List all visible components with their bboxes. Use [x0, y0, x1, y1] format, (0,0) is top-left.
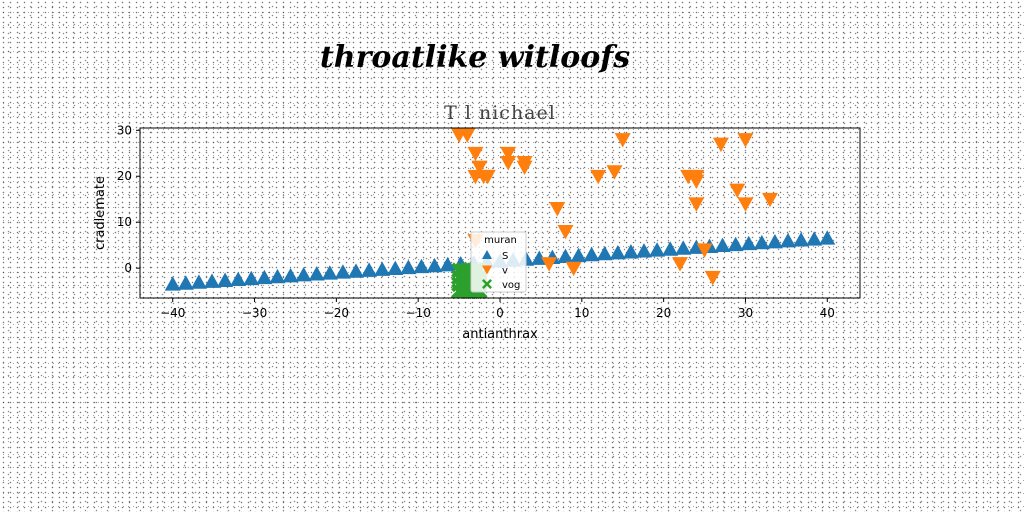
series-v-point-11: [541, 257, 558, 272]
x-axis-label: antianthrax: [462, 327, 538, 342]
series-S-point-50: [819, 230, 836, 245]
series-S-point-38: [662, 241, 679, 256]
series-v-point-16: [606, 165, 623, 180]
legend-marker-v: [482, 265, 492, 275]
y-tick-label-0: 0: [124, 261, 132, 275]
series-S-point-16: [374, 261, 391, 276]
series-v-point-26: [729, 183, 746, 199]
y-axis-label: cradlemate: [93, 176, 108, 250]
series-v-point-29: [762, 192, 778, 208]
series-S-point-4: [217, 272, 234, 287]
x-tick-label-5: 10: [574, 306, 589, 320]
series-S-point-15: [361, 262, 378, 277]
series-S-point-19: [413, 258, 430, 274]
legend-label-v: v: [502, 266, 508, 277]
series-v-point-5: [467, 169, 484, 185]
series-S-point-43: [727, 236, 744, 252]
legend-marker-S: [482, 250, 492, 259]
series-S-point-42: [714, 237, 731, 253]
series-v-point-21: [688, 174, 705, 189]
x-tick-label-7: 30: [738, 306, 753, 320]
series-v-point-6: [479, 169, 496, 185]
series-S-point-14: [348, 263, 364, 278]
series-S-point-33: [596, 245, 613, 261]
series-S-point-35: [622, 244, 639, 259]
series-S-point-20: [426, 257, 443, 273]
series-S-point-1: [177, 275, 194, 290]
x-tick-label-4: 0: [496, 306, 504, 320]
series-S-point-9: [282, 267, 299, 283]
series-v-point-2: [467, 146, 484, 162]
series-v-point-15: [590, 169, 607, 185]
x-tick-label-1: −30: [242, 306, 267, 320]
series-S-point-10: [295, 267, 312, 282]
series-S-point-34: [609, 244, 626, 260]
series-S-point-11: [308, 266, 325, 281]
series-S-point-37: [649, 242, 666, 257]
series-S-point-13: [334, 264, 351, 279]
series-v-point-1: [459, 128, 476, 143]
series-S-point-28: [531, 250, 548, 265]
series-S-point-36: [636, 243, 652, 258]
series-S-point-0: [164, 276, 181, 291]
series-S-point-32: [583, 246, 600, 262]
series-v-point-17: [614, 133, 631, 148]
legend-title: muran: [484, 235, 517, 246]
series-S-point-44: [740, 235, 757, 251]
legend: muran Sv vog: [470, 231, 527, 293]
series-S-point-5: [230, 271, 247, 287]
series-S-point-8: [269, 268, 286, 284]
legend-marker-vog: [482, 279, 492, 289]
series-S-point-7: [256, 269, 273, 285]
series-S-point-18: [400, 259, 417, 275]
series-v-point-8: [500, 156, 517, 171]
series-v-point-14: [565, 261, 582, 277]
x-tick-label-8: 40: [820, 306, 835, 320]
series-v-point-3: [471, 160, 488, 176]
series-S-point-17: [387, 260, 404, 275]
x-tick-label-0: −40: [160, 306, 185, 320]
figure-suptitle: throatlike witloofs: [319, 40, 631, 75]
legend-label-vog: vog: [502, 280, 520, 291]
series-v-point-12: [549, 202, 566, 217]
series-S-point-46: [766, 233, 783, 249]
series-S-point-49: [806, 231, 823, 246]
series-S-point-39: [675, 240, 692, 255]
x-tick-label-2: −20: [324, 306, 349, 320]
series-v-point-24: [704, 270, 721, 286]
series-S-point-47: [780, 233, 796, 248]
series-S-point-45: [753, 234, 770, 250]
series-v-point-23: [696, 243, 713, 258]
y-tick-label-3: 30: [117, 123, 132, 137]
chart-title: T l nichael: [444, 102, 556, 124]
series-v-point-25: [712, 137, 729, 153]
series-v-point-28: [737, 133, 754, 148]
series-v-point-27: [737, 197, 754, 212]
series-v-point-22: [688, 197, 705, 212]
series-S-point-30: [557, 248, 574, 264]
axis-ticks: −40 −30 −20 −10 0 10 20 30 40 0 10 20 30: [117, 123, 835, 320]
legend-label-S: S: [502, 251, 508, 262]
series-S-point-2: [190, 274, 207, 289]
series-v-point-7: [500, 146, 517, 162]
series-v-point-10: [516, 160, 533, 176]
series-S-point-12: [321, 265, 338, 280]
x-tick-label-6: 20: [656, 306, 671, 320]
y-tick-label-2: 20: [117, 169, 132, 183]
legend-box: [470, 231, 527, 293]
x-tick-label-3: −10: [406, 306, 431, 320]
series-vog-point-24: [457, 265, 474, 282]
series-v-point-18: [672, 257, 688, 272]
series-S-point-48: [793, 232, 810, 247]
series-S-point-6: [243, 270, 260, 286]
series-v-point-13: [557, 224, 574, 240]
series-S-point-21: [439, 256, 456, 272]
y-tick-label-1: 10: [117, 215, 132, 229]
series-S-point-3: [204, 273, 220, 288]
series-S-point-40: [688, 239, 705, 254]
series-S-point-31: [570, 247, 587, 263]
